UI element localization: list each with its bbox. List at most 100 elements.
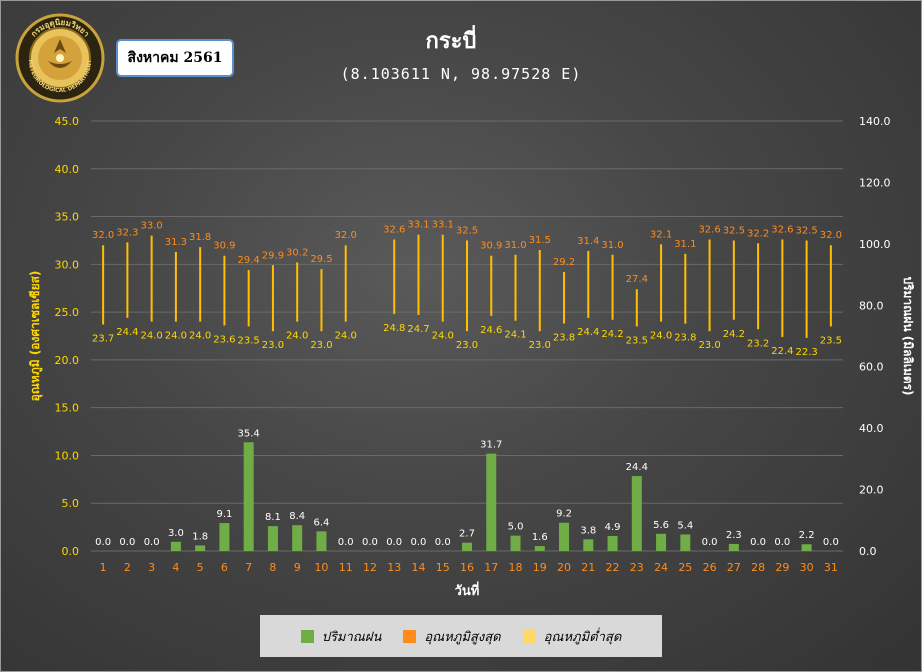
rain-bar <box>559 522 570 551</box>
rain-data-label: 3.0 <box>168 528 184 539</box>
rain-bar <box>267 526 278 551</box>
tmax-data-label: 32.5 <box>723 225 745 236</box>
rain-data-label: 0.0 <box>386 537 402 548</box>
tmax-data-label: 30.9 <box>480 241 502 252</box>
rain-data-label: 2.7 <box>459 529 475 540</box>
tmax-data-label: 32.6 <box>383 224 405 235</box>
tmin-data-label: 22.4 <box>771 346 793 357</box>
rain-bar <box>583 539 594 551</box>
x-tick-label: 10 <box>314 561 328 574</box>
tmax-data-label: 32.0 <box>92 230 114 241</box>
tmin-data-label: 23.7 <box>92 334 114 345</box>
x-tick-label: 8 <box>269 561 276 574</box>
rain-data-label: 9.2 <box>556 509 572 520</box>
tmin-data-label: 24.6 <box>480 325 502 336</box>
x-tick-label: 26 <box>703 561 717 574</box>
tmin-data-label: 24.1 <box>504 330 526 341</box>
rain-bar <box>486 453 497 551</box>
y-tick-label-left: 40.0 <box>55 163 80 176</box>
rain-bar <box>631 476 642 551</box>
chart-title: กระบี่ <box>425 29 477 54</box>
tmax-data-label: 29.9 <box>262 250 284 261</box>
x-tick-label: 21 <box>581 561 595 574</box>
x-tick-label: 2 <box>124 561 131 574</box>
x-tick-label: 5 <box>197 561 204 574</box>
rain-data-label: 0.0 <box>823 537 839 548</box>
x-tick-label: 14 <box>411 561 425 574</box>
tmax-data-label: 31.1 <box>674 239 696 250</box>
rain-data-label: 5.4 <box>677 520 693 531</box>
x-tick-label: 28 <box>751 561 765 574</box>
y-tick-label-left: 15.0 <box>55 402 80 415</box>
y-axis-title-right: ปริมาณฝน (มิลลิเมตร) <box>901 276 915 395</box>
rain-data-label: 0.0 <box>702 537 718 548</box>
rain-bar <box>195 545 206 551</box>
rain-bar <box>219 523 230 551</box>
x-tick-label: 18 <box>509 561 523 574</box>
legend-swatch-rain <box>300 629 314 643</box>
tmax-data-label: 31.8 <box>189 232 211 243</box>
tmax-data-label: 31.0 <box>504 240 526 251</box>
legend-item-tmax: อุณหภูมิสูงสุด <box>403 626 501 647</box>
tmin-data-label: 24.4 <box>116 327 138 338</box>
department-logo: กรมอุตุนิยมวิทยา METEOROLOGICAL DEPARTME… <box>15 13 105 103</box>
rain-bar <box>462 542 472 551</box>
tmin-data-label: 23.8 <box>674 333 696 344</box>
y-tick-label-left: 20.0 <box>55 354 80 367</box>
rain-bar <box>510 535 521 551</box>
tmax-data-label: 32.1 <box>650 229 672 240</box>
rain-data-label: 2.3 <box>726 530 742 541</box>
tmin-data-label: 23.8 <box>553 333 575 344</box>
x-tick-label: 15 <box>436 561 450 574</box>
tmin-data-label: 24.0 <box>650 331 672 342</box>
month-label: สิงหาคม 2561 <box>127 50 223 66</box>
rain-data-label: 8.1 <box>265 512 281 523</box>
tmin-data-label: 24.2 <box>723 329 745 340</box>
tmax-data-label: 29.2 <box>553 257 575 268</box>
legend-label-tmin: อุณหภูมิต่ำสุด <box>543 629 622 645</box>
tmax-data-label: 33.1 <box>432 220 454 231</box>
chart-legend: ปริมาณฝน อุณหภูมิสูงสุด อุณหภูมิต่ำสุด <box>260 615 662 657</box>
tmax-data-label: 30.2 <box>286 247 308 258</box>
rain-data-label: 0.0 <box>144 537 160 548</box>
tmin-data-label: 23.5 <box>626 335 648 346</box>
x-tick-label: 4 <box>172 561 179 574</box>
tmin-data-label: 24.4 <box>577 327 599 338</box>
chart-subtitle: (8.103611 N, 98.97528 E) <box>340 65 582 83</box>
legend-swatch-tmax <box>403 629 417 643</box>
tmax-data-label: 29.5 <box>310 254 332 265</box>
x-tick-label: 3 <box>148 561 155 574</box>
x-tick-label: 23 <box>630 561 644 574</box>
rain-data-label: 0.0 <box>435 537 451 548</box>
y-tick-label-left: 45.0 <box>55 115 80 128</box>
tmax-data-label: 31.5 <box>529 235 551 246</box>
tmax-data-label: 32.6 <box>771 224 793 235</box>
y-tick-label-left: 35.0 <box>55 211 80 224</box>
rain-bar <box>534 546 545 551</box>
y-tick-label-left: 10.0 <box>55 449 80 462</box>
x-tick-label: 9 <box>294 561 301 574</box>
tmin-data-label: 24.2 <box>601 329 623 340</box>
x-tick-label: 24 <box>654 561 668 574</box>
rain-data-label: 0.0 <box>411 537 427 548</box>
rain-data-label: 5.0 <box>508 522 524 533</box>
y-tick-label-right: 100.0 <box>859 238 891 251</box>
legend-item-rain: ปริมาณฝน <box>300 626 381 647</box>
rain-data-label: 31.7 <box>480 440 502 451</box>
x-tick-label: 11 <box>339 561 353 574</box>
tmax-data-label: 32.5 <box>795 225 817 236</box>
y-tick-label-right: 60.0 <box>859 361 884 374</box>
rain-data-label: 0.0 <box>119 537 135 548</box>
month-label-box: สิงหาคม 2561 <box>116 39 234 77</box>
tmax-data-label: 27.4 <box>626 274 648 285</box>
y-tick-label-right: 80.0 <box>859 299 884 312</box>
tmin-data-label: 24.7 <box>407 324 429 335</box>
rain-bar <box>170 541 181 551</box>
logo-emblem: กรมอุตุนิยมวิทยา METEOROLOGICAL DEPARTME… <box>15 13 105 103</box>
tmax-data-label: 31.3 <box>165 237 187 248</box>
x-tick-label: 30 <box>800 561 814 574</box>
rain-data-label: 1.8 <box>192 531 208 542</box>
tmax-data-label: 30.9 <box>213 241 235 252</box>
